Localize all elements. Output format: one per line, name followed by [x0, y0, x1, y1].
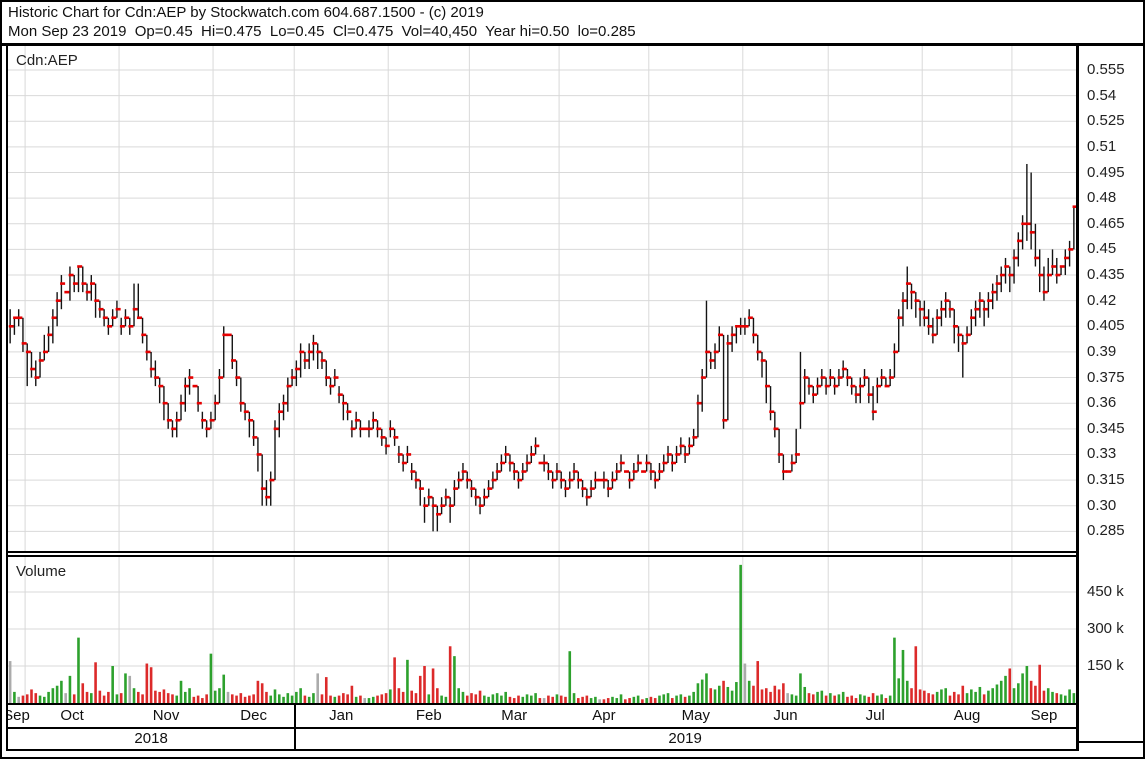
price-tick-label: 0.495: [1087, 163, 1125, 181]
volume-panel-bottom-border: [6, 703, 1079, 705]
price-tick-label: 0.405: [1087, 317, 1125, 335]
month-label: May: [681, 707, 710, 724]
price-tick-label: 0.54: [1087, 86, 1117, 104]
month-label: Feb: [415, 707, 442, 724]
month-label: Mar: [501, 707, 528, 724]
price-tick-label: 0.555: [1087, 61, 1125, 78]
month-label: Aug: [953, 707, 981, 724]
price-tick-label: 0.42: [1087, 291, 1117, 309]
month-label: Apr: [592, 707, 616, 724]
price-panel: Cdn:AEP: [8, 46, 1076, 551]
price-tick-label: 0.315: [1087, 471, 1125, 489]
month-label: Jun: [773, 707, 798, 724]
price-tick-label: 0.285: [1087, 522, 1125, 540]
month-label: Sep: [8, 707, 30, 724]
volume-panel: Volume: [8, 557, 1076, 703]
header-divider: [0, 43, 1145, 46]
price-tick-label: 0.345: [1087, 419, 1125, 437]
year-boundary-divider: [294, 729, 297, 749]
price-tick-label: 0.435: [1087, 266, 1125, 284]
month-label: Nov: [152, 707, 180, 724]
year-boundary-divider: [294, 705, 297, 727]
price-tick-label: 0.33: [1087, 445, 1117, 463]
plot-left-border: [6, 46, 8, 751]
price-tick-label: 0.45: [1087, 240, 1117, 258]
price-panel-bottom-border: [6, 551, 1079, 553]
price-axis-labels: 0.555 0.54 0.525 0.51 0.495 0.48 0.465 0.45 0.43…: [1079, 46, 1143, 743]
volume-panel-top-border: [6, 555, 1079, 557]
price-tick-label: 0.39: [1087, 342, 1117, 360]
header-title-line: Historic Chart for Cdn:AEP by Stockwatch…: [8, 4, 484, 21]
year-axis-bottom-border: [6, 749, 1079, 751]
price-tick-label: 0.375: [1087, 368, 1125, 386]
volume-panel-label: Volume: [16, 563, 67, 580]
volume-tick-label: 150 k: [1087, 657, 1124, 674]
price-tick-label: 0.525: [1087, 112, 1125, 130]
price-tick-label: 0.48: [1087, 189, 1117, 207]
month-label: Jul: [865, 707, 885, 724]
price-tick-label: 0.36: [1087, 394, 1117, 412]
month-axis: Sep Oct Nov Dec Jan Feb Mar Apr May Jun Jul Aug Sep: [8, 705, 1076, 727]
symbol-label: Cdn:AEP: [16, 52, 78, 69]
volume-tick-label: 450 k: [1087, 583, 1124, 600]
price-tick-label: 0.51: [1087, 137, 1117, 155]
month-label: Oct: [60, 707, 84, 724]
year-axis: 2018 2019: [8, 729, 1076, 749]
header-quote-line: Mon Sep 23 2019 Op=0.45 Hi=0.475 Lo=0.45…: [8, 23, 636, 40]
month-label: Dec: [240, 707, 267, 724]
year-label: 2018: [134, 730, 168, 747]
price-tick-label: 0.465: [1087, 214, 1125, 232]
month-label: Jan: [329, 707, 354, 724]
month-label: Sep: [1030, 707, 1058, 724]
year-label: 2019: [668, 730, 702, 747]
price-tick-label: 0.30: [1087, 496, 1117, 514]
price-hlc-chart: [8, 46, 1076, 551]
plot-right-border: [1076, 46, 1079, 751]
month-axis-bottom-border: [6, 727, 1079, 729]
volume-bar-chart: [8, 557, 1076, 703]
volume-tick-label: 300 k: [1087, 620, 1124, 637]
